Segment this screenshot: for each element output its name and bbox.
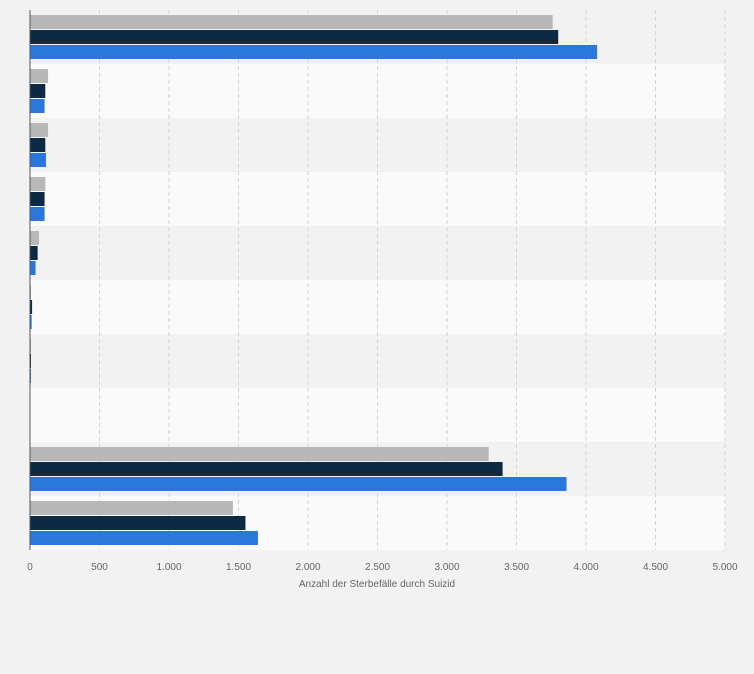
- x-tick-label: 1.000: [156, 562, 181, 573]
- bar: [30, 153, 46, 167]
- bar: [30, 300, 33, 314]
- x-tick-label: 0: [27, 562, 33, 573]
- bar: [30, 15, 553, 29]
- bar: [30, 30, 559, 44]
- bars: [30, 15, 598, 545]
- x-axis-ticks: 0 500 1.000 1.500 2.000 2.500 3.000 3.500 4.000 4…: [27, 562, 738, 573]
- bar: [30, 462, 503, 476]
- bar: [30, 261, 36, 275]
- bar: [30, 501, 233, 515]
- bar: [30, 516, 246, 530]
- bar: [30, 192, 45, 206]
- x-axis-title: Anzahl der Sterbefälle durch Suizid: [299, 579, 455, 590]
- bar: [30, 69, 49, 83]
- bar: [30, 84, 46, 98]
- x-tick-label: 3.500: [504, 562, 529, 573]
- bar: [30, 207, 45, 221]
- x-tick-label: 1.500: [226, 562, 251, 573]
- x-tick-label: 2.000: [295, 562, 320, 573]
- bar: [30, 99, 45, 113]
- bar: [30, 315, 32, 329]
- x-tick-label: 2.500: [365, 562, 390, 573]
- x-tick-label: 4.000: [573, 562, 598, 573]
- bar: [30, 531, 258, 545]
- bar: [30, 447, 489, 461]
- x-tick-label: 500: [91, 562, 108, 573]
- bar: [30, 231, 40, 245]
- bar: [30, 246, 38, 260]
- x-tick-label: 3.000: [434, 562, 459, 573]
- bar: [30, 477, 567, 491]
- x-tick-label: 4.500: [643, 562, 668, 573]
- bar: [30, 123, 49, 137]
- bar: [30, 177, 46, 191]
- x-tick-label: 5.000: [712, 562, 737, 573]
- bar: [30, 138, 46, 152]
- bar: [30, 45, 598, 59]
